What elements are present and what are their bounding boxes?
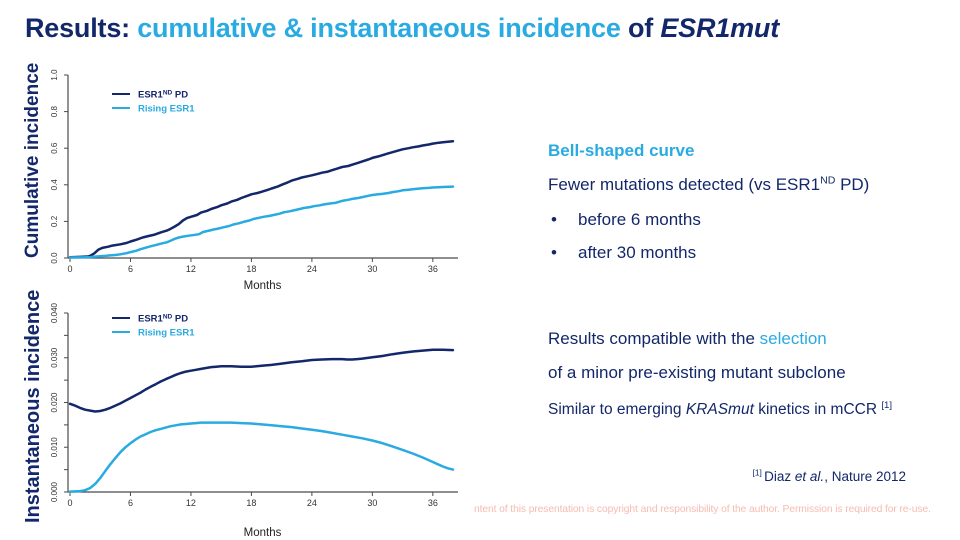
svg-text:30: 30	[367, 264, 377, 274]
svg-text:0.6: 0.6	[50, 142, 59, 154]
svg-text:6: 6	[128, 264, 133, 274]
svg-text:6: 6	[128, 498, 133, 508]
svg-text:36: 36	[428, 264, 438, 274]
cumulative-incidence-plot-area: 0 6 12 18 24 30 36 0.0 0.2 0.4 0.6 0.8 1.0 ESR1ND PD R…	[0, 60, 490, 297]
svg-text:30: 30	[367, 498, 377, 508]
copyright-notice: ntent of this presentation is copyright …	[474, 504, 931, 515]
svg-text:0.000: 0.000	[50, 481, 59, 502]
svg-text:0.4: 0.4	[50, 179, 59, 191]
bullet-icon: •	[551, 210, 557, 229]
cumulative-incidence-chart: Cumulative incidence 0 6 12 18 24 30 36 0.0 0.2 0…	[0, 60, 490, 292]
svg-text:1.0: 1.0	[50, 69, 59, 81]
svg-text:36: 36	[428, 498, 438, 508]
legend-item-navy: ESR1ND PD	[138, 90, 188, 101]
svg-text:0.0: 0.0	[50, 252, 59, 264]
fewer-mutations-text: Fewer mutations detected (vs ESR1ND PD)	[548, 174, 870, 194]
legend-item-cyan: Rising ESR1	[138, 328, 195, 339]
svg-text:12: 12	[186, 498, 196, 508]
instantaneous-incidence-chart: Instantaneous incidence 0 6 12 18 24 30 36 0.00…	[0, 289, 490, 540]
legend-item-cyan: Rising ESR1	[138, 104, 195, 115]
svg-text:18: 18	[246, 498, 256, 508]
svg-text:12: 12	[186, 264, 196, 274]
svg-text:0: 0	[67, 498, 72, 508]
bell-shaped-curve-heading: Bell-shaped curve	[548, 141, 695, 160]
cumulative-incidence-plot: 0 6 12 18 24 30 36 0.0 0.2 0.4 0.6 0.8 1.0 ESR1ND PD R…	[50, 69, 458, 292]
svg-text:0.010: 0.010	[50, 437, 59, 458]
instantaneous-incidence-xlabel: Months	[244, 527, 282, 539]
svg-text:18: 18	[246, 264, 256, 274]
series-navy-line	[68, 348, 455, 413]
reference-citation: [1] Diaz et al., Nature 2012	[752, 467, 906, 484]
svg-text:0.030: 0.030	[50, 347, 59, 368]
instantaneous-incidence-plot-area: 0 6 12 18 24 30 36 0.000 0.010 0.020 0.030 0.040 ESR…	[0, 292, 490, 540]
bullet-text: before 6 months	[578, 210, 701, 229]
similar-krasmut-text: Similar to emerging KRASmut kinetics in …	[548, 399, 893, 418]
bullet-icon: •	[551, 243, 557, 262]
subclone-text: of a minor pre-existing mutant subclone	[548, 363, 846, 382]
legend-item-navy: ESR1ND PD	[138, 314, 188, 325]
cumulative-incidence-xlabel: Months	[244, 280, 282, 292]
series-navy-line	[68, 139, 455, 259]
results-compatible-text: Results compatible with the selection	[548, 329, 827, 348]
instantaneous-incidence-plot: 0 6 12 18 24 30 36 0.000 0.010 0.020 0.030 0.040 ESR…	[50, 302, 458, 539]
slide-title: Results: cumulative & instantaneous inci…	[25, 13, 779, 43]
bullet-text: after 30 months	[578, 243, 697, 262]
instantaneous-incidence-ylabel: Instantaneous incidence	[22, 289, 44, 523]
cumulative-incidence-ylabel: Cumulative incidence	[22, 62, 43, 258]
series-cyan-line	[68, 185, 455, 259]
svg-text:0.020: 0.020	[50, 392, 59, 413]
svg-text:0.040: 0.040	[50, 302, 59, 323]
svg-text:24: 24	[307, 498, 317, 508]
svg-text:0.2: 0.2	[50, 215, 59, 227]
series-cyan-line	[68, 421, 455, 493]
bullet-after-30-months: • after 30 months	[551, 243, 696, 263]
svg-text:0.8: 0.8	[50, 105, 59, 117]
bullet-before-6-months: • before 6 months	[551, 210, 701, 230]
svg-text:0: 0	[67, 264, 72, 274]
svg-text:24: 24	[307, 264, 317, 274]
